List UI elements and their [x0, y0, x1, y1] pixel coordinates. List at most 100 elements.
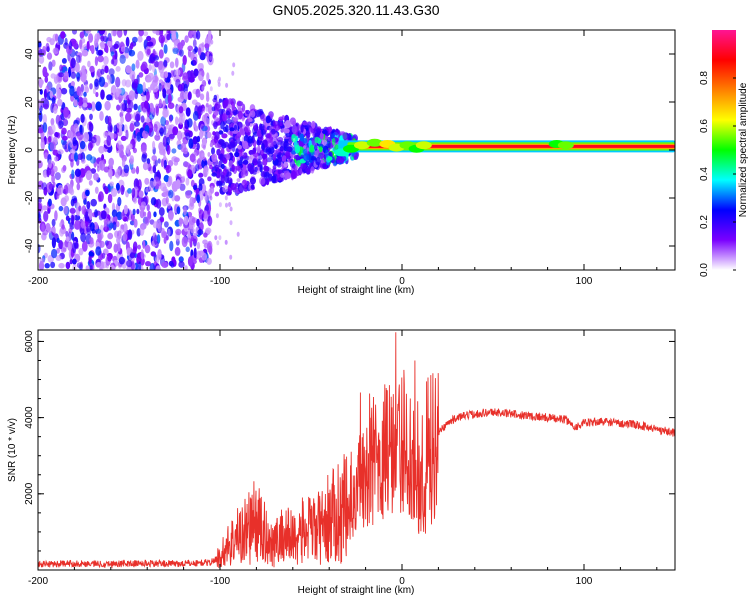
heatmap-cell — [148, 64, 152, 71]
heatmap-cell — [100, 210, 107, 220]
heatmap-cell — [242, 164, 247, 173]
heatmap-cell — [184, 35, 189, 43]
heatmap-cell — [56, 237, 60, 243]
heatmap-cell — [222, 185, 229, 193]
heatmap-cell — [58, 262, 65, 269]
heatmap-cell — [133, 196, 138, 204]
heatmap-cell — [202, 156, 206, 162]
heatmap-cell — [249, 165, 254, 175]
heatmap-cell — [207, 33, 212, 44]
heatmap-cell — [141, 61, 148, 70]
heatmap-cell — [197, 229, 204, 236]
heatmap-cell — [200, 63, 204, 69]
heatmap-cell — [178, 115, 184, 125]
heatmap-cell — [120, 150, 125, 159]
heatmap-cell — [146, 35, 152, 42]
heatmap-cell — [291, 150, 297, 155]
heatmap-cell — [38, 213, 42, 222]
heatmap-cell — [137, 50, 144, 61]
heatmap-cell — [135, 166, 140, 175]
heatmap-cell — [207, 176, 212, 182]
heatmap-cell — [146, 41, 154, 47]
heatmap-cell — [206, 131, 212, 139]
heatmap-cell — [175, 178, 181, 190]
heatmap-cell — [209, 86, 213, 92]
heatmap-cell — [136, 208, 140, 215]
heatmap-cell — [129, 42, 134, 50]
heatmap-cell — [163, 159, 167, 169]
heatmap-cell — [98, 30, 106, 35]
heatmap-cell — [353, 155, 358, 160]
heatmap-cell — [80, 83, 85, 93]
heatmap-cell — [72, 258, 77, 265]
heatmap-cell — [300, 124, 304, 133]
heatmap-cell — [57, 149, 64, 155]
heatmap-cell — [50, 261, 56, 269]
heatmap-cell — [224, 239, 228, 245]
heatmap-cell — [153, 234, 158, 246]
heatmap-cell — [115, 76, 121, 88]
heatmap-cell — [65, 215, 70, 221]
heatmap-cell — [153, 123, 158, 133]
heatmap-cell — [142, 81, 146, 93]
heatmap-cell — [167, 203, 172, 210]
heatmap-cell — [97, 55, 104, 63]
heatmap-cell — [233, 124, 238, 131]
y-tick-label: -40 — [24, 238, 35, 253]
heatmap-cell — [116, 236, 121, 245]
heatmap-cell — [277, 169, 283, 175]
heatmap-cell — [158, 34, 165, 44]
heatmap-cell — [162, 88, 167, 99]
heatmap-cell — [73, 99, 78, 107]
heatmap-cell — [196, 142, 200, 151]
heatmap-cell — [69, 207, 76, 214]
heatmap-cell — [122, 223, 128, 234]
heatmap-cell — [290, 170, 297, 180]
heatmap-cell — [226, 119, 233, 125]
heatmap-cell — [146, 204, 150, 212]
heatmap-cell — [85, 211, 89, 218]
heatmap-cell — [104, 65, 109, 74]
heatmap-cell — [206, 257, 212, 265]
heatmap-cell — [235, 165, 241, 171]
heatmap-cell — [90, 198, 97, 207]
figure-title: GN05.2025.320.11.43.G30 — [272, 2, 439, 18]
heatmap-cell — [119, 224, 125, 234]
heatmap-cell — [81, 69, 87, 81]
heatmap-cell — [154, 134, 161, 141]
heatmap-cell — [94, 78, 99, 88]
heatmap-cell — [213, 120, 218, 130]
heatmap-cell — [48, 183, 55, 191]
heatmap-cell — [70, 158, 74, 168]
colorbar-gradient — [712, 30, 736, 270]
snr-series-line — [38, 332, 675, 569]
heatmap-cell — [300, 162, 307, 170]
heatmap-cell — [187, 91, 192, 100]
heatmap-cell — [42, 122, 48, 133]
heatmap-cell — [40, 139, 45, 151]
heatmap-cell — [81, 191, 86, 201]
tone-blob — [354, 141, 370, 150]
heatmap-cell — [225, 202, 228, 208]
heatmap-cell — [229, 220, 233, 226]
heatmap-cell — [144, 244, 151, 254]
heatmap-cell — [188, 76, 195, 83]
heatmap-cell — [225, 153, 231, 161]
heatmap-cell — [278, 116, 284, 122]
heatmap-cell — [211, 147, 215, 155]
heatmap-cell — [201, 70, 205, 77]
heatmap-cell — [63, 184, 69, 195]
heatmap-cell — [110, 85, 117, 95]
heatmap-cell — [190, 227, 195, 234]
heatmap-cell — [104, 187, 109, 195]
heatmap-cell — [230, 141, 236, 149]
tone-blob — [415, 141, 432, 150]
heatmap-cell — [140, 115, 145, 123]
y-tick-label: 0 — [24, 147, 35, 153]
heatmap-cell — [43, 89, 47, 100]
heatmap-cell — [196, 194, 201, 204]
heatmap-cell — [248, 155, 252, 165]
heatmap-cell — [176, 206, 181, 215]
heatmap-cell — [183, 215, 189, 226]
heatmap-cell — [264, 171, 270, 178]
